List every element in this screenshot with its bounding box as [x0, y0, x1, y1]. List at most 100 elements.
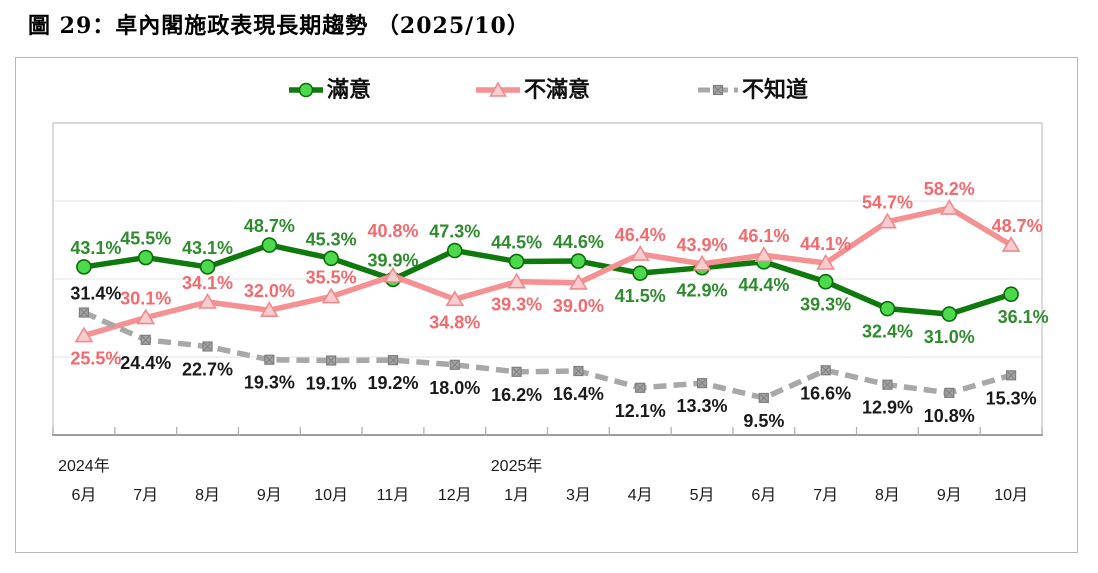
- data-point-label: 31.0%: [924, 327, 975, 347]
- data-point-marker: [383, 266, 403, 283]
- data-point-label: 41.5%: [615, 286, 666, 306]
- data-point-label: 36.1%: [998, 307, 1049, 327]
- data-point-label: 43.1%: [182, 238, 233, 258]
- data-point-label: 9.5%: [743, 411, 784, 431]
- data-point-marker-x: [574, 367, 583, 375]
- data-point-label: 39.3%: [800, 295, 851, 315]
- month-label: 5月: [690, 487, 715, 504]
- month-label: 6月: [751, 487, 776, 504]
- month-label: 1月: [504, 487, 529, 504]
- month-label: 9月: [937, 487, 962, 504]
- data-point-marker: [136, 308, 156, 325]
- data-point-marker: [199, 259, 216, 275]
- data-point-label: 30.1%: [120, 289, 171, 309]
- trend-line-chart: 43.1%45.5% 43.1%48.7%45.3%39.9%47.3%44.5%…: [52, 122, 1049, 504]
- data-point-marker: [445, 290, 465, 307]
- data-point-marker-x: [1007, 371, 1015, 380]
- data-point-marker-x: [265, 355, 274, 364]
- data-point-label: 15.3%: [986, 388, 1037, 408]
- data-point-label: 44.4%: [738, 275, 789, 295]
- dontknow-line-marker-icon: [698, 84, 738, 96]
- data-point-label: 35.5%: [306, 268, 357, 288]
- legend-item-dontknow: 不知道: [697, 76, 808, 104]
- data-point-marker: [446, 242, 463, 259]
- data-point-marker: [941, 306, 958, 322]
- data-point-marker: [817, 273, 834, 290]
- chart-legend: 滿意 不滿意 不知道: [16, 76, 1077, 104]
- satisfied-line-marker-icon: [289, 82, 323, 98]
- data-point-marker-x: [759, 394, 768, 402]
- month-label: 8月: [195, 487, 220, 504]
- month-label: 11月: [377, 487, 410, 504]
- legend-label-dissatisfied: 不滿意: [524, 77, 591, 102]
- month-label: 7月: [813, 487, 838, 504]
- data-point-label: 39.0%: [553, 296, 604, 316]
- data-point-label: 58.2%: [924, 179, 975, 199]
- data-point-label: 32.0%: [244, 281, 295, 301]
- data-point-label: 16.6%: [800, 383, 851, 403]
- data-point-marker: [878, 212, 897, 229]
- plot-border: [52, 122, 1043, 435]
- data-point-marker: [507, 272, 526, 289]
- year-label: 2024年: [58, 457, 110, 475]
- data-point-label: 39.9%: [367, 250, 418, 270]
- data-point-marker-x: [389, 356, 397, 364]
- month-label: 9月: [257, 487, 282, 504]
- data-point-label: 48.7%: [992, 216, 1043, 236]
- data-point-marker: [754, 246, 774, 263]
- data-point-label: 10.8%: [924, 406, 975, 426]
- data-point-marker: [198, 292, 217, 309]
- data-point-marker: [692, 254, 712, 271]
- data-point-marker: [321, 287, 341, 304]
- data-point-marker: [1003, 286, 1019, 303]
- data-point-label: 34.8%: [429, 312, 480, 332]
- series-line-滿意: [83, 242, 1012, 317]
- data-point-label: 44.5%: [491, 232, 542, 252]
- data-point-label: 16.4%: [553, 384, 604, 404]
- data-point-marker-x: [512, 367, 521, 376]
- data-point-label: 18.0%: [429, 378, 480, 398]
- chart-container: 滿意 不滿意 不知道 43.1% 45.5% 43.1% 48.7% 45.3% 39.9…: [15, 57, 1078, 553]
- month-label: 8月: [875, 487, 900, 504]
- data-point-marker-x: [450, 360, 459, 369]
- data-point-marker-x: [698, 379, 706, 387]
- data-point-label: 13.3%: [677, 396, 728, 416]
- data-point-label: 43.1%: [70, 238, 121, 258]
- data-point-label: 44.6%: [553, 232, 604, 252]
- month-label: 6月: [71, 487, 96, 504]
- data-point-label: 47.3%: [429, 222, 480, 242]
- data-point-label: 45.5%: [120, 229, 171, 249]
- data-point-marker-x: [141, 335, 150, 344]
- data-point-label: 25.5%: [70, 349, 121, 369]
- data-point-label: 31.4%: [70, 284, 121, 304]
- month-label: 7月: [133, 487, 158, 504]
- data-point-label: 46.1%: [738, 226, 789, 246]
- data-point-label: 19.1%: [306, 374, 357, 394]
- data-point-marker: [1001, 236, 1021, 252]
- data-point-label: 19.2%: [367, 373, 418, 393]
- legend-label-dontknow: 不知道: [742, 77, 809, 102]
- data-point-label: 44.1%: [800, 234, 851, 254]
- data-point-marker: [632, 265, 649, 281]
- page-title: 圖 29：卓內閣施政表現長期趨勢 （2025/10）: [28, 13, 530, 39]
- data-point-marker: [816, 253, 836, 270]
- data-point-marker-x: [80, 308, 88, 317]
- dissatisfied-line-marker-icon: [476, 81, 520, 97]
- month-label: 3月: [566, 487, 591, 504]
- data-point-marker: [508, 253, 525, 270]
- data-point-marker: [939, 198, 959, 215]
- data-point-marker-x: [883, 380, 892, 389]
- data-point-marker-x: [203, 342, 212, 351]
- month-label: 4月: [628, 487, 653, 504]
- month-label: 12月: [438, 487, 472, 504]
- data-point-label: 46.4%: [615, 225, 666, 245]
- data-point-label: 40.8%: [367, 221, 418, 241]
- data-point-label: 42.9%: [677, 281, 728, 301]
- data-point-label: 12.9%: [862, 398, 913, 418]
- legend-item-dissatisfied: 不滿意: [475, 76, 590, 104]
- data-point-marker-x: [945, 389, 954, 397]
- data-point-marker: [879, 300, 896, 317]
- data-point-label: 34.1%: [182, 273, 233, 293]
- series-line-不知道: [82, 310, 1012, 401]
- data-point-marker: [569, 273, 588, 290]
